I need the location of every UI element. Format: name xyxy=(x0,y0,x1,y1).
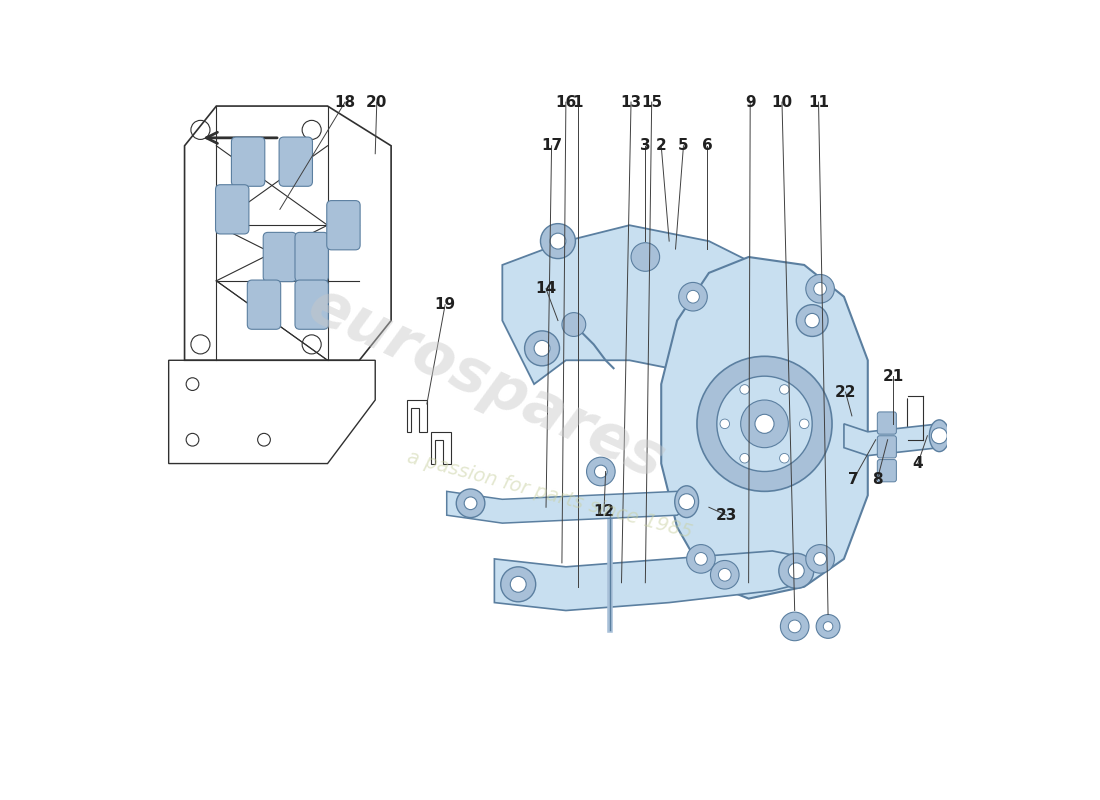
Text: 5: 5 xyxy=(679,138,689,154)
Text: 9: 9 xyxy=(745,94,756,110)
Ellipse shape xyxy=(930,420,949,452)
Circle shape xyxy=(562,313,586,337)
Text: 6: 6 xyxy=(702,138,713,154)
Text: 10: 10 xyxy=(771,94,792,110)
Circle shape xyxy=(755,414,774,434)
Circle shape xyxy=(814,553,826,566)
Circle shape xyxy=(740,454,749,463)
Text: 12: 12 xyxy=(593,504,615,518)
Circle shape xyxy=(816,614,840,638)
Circle shape xyxy=(718,569,732,581)
Circle shape xyxy=(550,233,565,249)
Text: 20: 20 xyxy=(366,94,387,110)
Text: 3: 3 xyxy=(640,138,650,154)
Circle shape xyxy=(823,622,833,631)
Circle shape xyxy=(932,428,947,444)
Circle shape xyxy=(686,545,715,573)
Text: 4: 4 xyxy=(913,456,923,471)
Circle shape xyxy=(717,376,812,471)
Circle shape xyxy=(631,242,660,271)
Circle shape xyxy=(694,553,707,566)
Polygon shape xyxy=(494,551,812,610)
Circle shape xyxy=(780,612,808,641)
Text: 18: 18 xyxy=(334,94,355,110)
FancyBboxPatch shape xyxy=(878,412,896,434)
Circle shape xyxy=(686,290,700,303)
Polygon shape xyxy=(503,226,828,384)
FancyBboxPatch shape xyxy=(248,280,280,330)
Circle shape xyxy=(789,563,804,578)
Circle shape xyxy=(780,454,789,463)
Text: 17: 17 xyxy=(541,138,562,154)
FancyBboxPatch shape xyxy=(327,201,360,250)
Text: eurospares: eurospares xyxy=(299,276,674,493)
Circle shape xyxy=(806,545,835,573)
Text: 19: 19 xyxy=(434,297,455,312)
Circle shape xyxy=(740,400,789,448)
Text: 1: 1 xyxy=(573,94,583,110)
Text: a passion for parts since 1985: a passion for parts since 1985 xyxy=(405,448,695,542)
Text: 2: 2 xyxy=(656,138,667,154)
Circle shape xyxy=(679,282,707,311)
Circle shape xyxy=(806,274,835,303)
FancyBboxPatch shape xyxy=(263,232,297,282)
Circle shape xyxy=(456,489,485,518)
Circle shape xyxy=(711,561,739,589)
FancyBboxPatch shape xyxy=(878,436,896,458)
Circle shape xyxy=(789,620,801,633)
Text: 13: 13 xyxy=(620,94,641,110)
FancyBboxPatch shape xyxy=(231,137,265,186)
Text: 23: 23 xyxy=(716,508,737,522)
FancyBboxPatch shape xyxy=(279,137,312,186)
Polygon shape xyxy=(661,257,868,598)
Ellipse shape xyxy=(674,486,698,518)
Circle shape xyxy=(679,494,694,510)
Circle shape xyxy=(796,305,828,337)
Circle shape xyxy=(740,385,749,394)
Circle shape xyxy=(594,465,607,478)
Circle shape xyxy=(540,224,575,258)
Text: 22: 22 xyxy=(835,385,856,399)
Circle shape xyxy=(814,282,826,295)
Circle shape xyxy=(525,331,560,366)
Circle shape xyxy=(779,554,814,588)
Text: 16: 16 xyxy=(556,94,576,110)
Circle shape xyxy=(586,457,615,486)
FancyBboxPatch shape xyxy=(216,185,249,234)
Circle shape xyxy=(780,385,789,394)
Polygon shape xyxy=(844,424,939,456)
Circle shape xyxy=(800,419,808,429)
Text: 11: 11 xyxy=(808,94,829,110)
Polygon shape xyxy=(447,491,693,523)
Circle shape xyxy=(535,341,550,356)
Text: 14: 14 xyxy=(536,282,557,296)
Text: 15: 15 xyxy=(641,94,662,110)
Circle shape xyxy=(805,314,820,328)
Text: 8: 8 xyxy=(872,472,882,487)
FancyBboxPatch shape xyxy=(295,280,329,330)
Text: 21: 21 xyxy=(882,369,904,384)
Circle shape xyxy=(510,576,526,592)
Circle shape xyxy=(697,356,832,491)
Circle shape xyxy=(720,419,729,429)
Circle shape xyxy=(500,567,536,602)
Text: 7: 7 xyxy=(848,472,859,487)
FancyBboxPatch shape xyxy=(878,459,896,482)
FancyBboxPatch shape xyxy=(295,232,329,282)
Circle shape xyxy=(464,497,477,510)
